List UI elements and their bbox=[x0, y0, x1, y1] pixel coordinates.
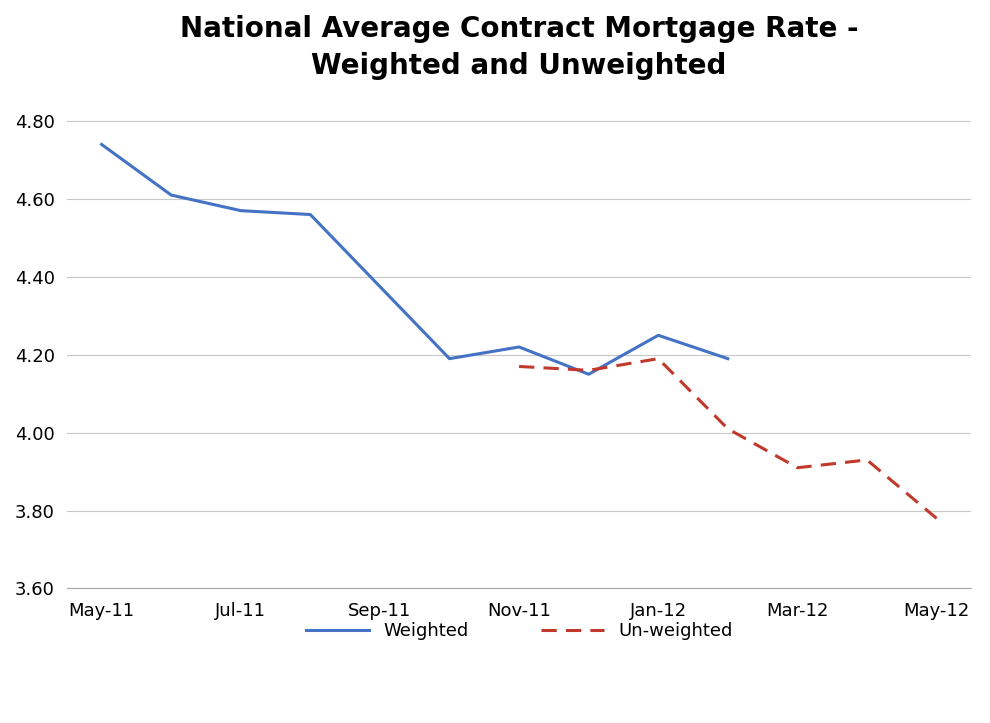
Line: Weighted: Weighted bbox=[102, 145, 728, 375]
Un-weighted bbox=[652, 354, 664, 363]
Weighted bbox=[444, 354, 455, 363]
Un-weighted bbox=[583, 366, 595, 375]
Un-weighted bbox=[791, 463, 803, 472]
Weighted bbox=[722, 354, 734, 363]
Un-weighted bbox=[861, 455, 873, 464]
Un-weighted bbox=[513, 362, 525, 371]
Un-weighted bbox=[722, 424, 734, 433]
Weighted bbox=[165, 191, 177, 200]
Un-weighted bbox=[931, 514, 942, 523]
Line: Un-weighted: Un-weighted bbox=[519, 359, 937, 518]
Weighted bbox=[235, 206, 247, 215]
Weighted bbox=[583, 370, 595, 379]
Title: National Average Contract Mortgage Rate -
Weighted and Unweighted: National Average Contract Mortgage Rate … bbox=[180, 15, 858, 80]
Weighted bbox=[96, 140, 108, 149]
Legend: Weighted, Un-weighted: Weighted, Un-weighted bbox=[298, 615, 740, 648]
Weighted bbox=[513, 343, 525, 351]
Weighted bbox=[652, 331, 664, 340]
Weighted bbox=[304, 210, 316, 219]
